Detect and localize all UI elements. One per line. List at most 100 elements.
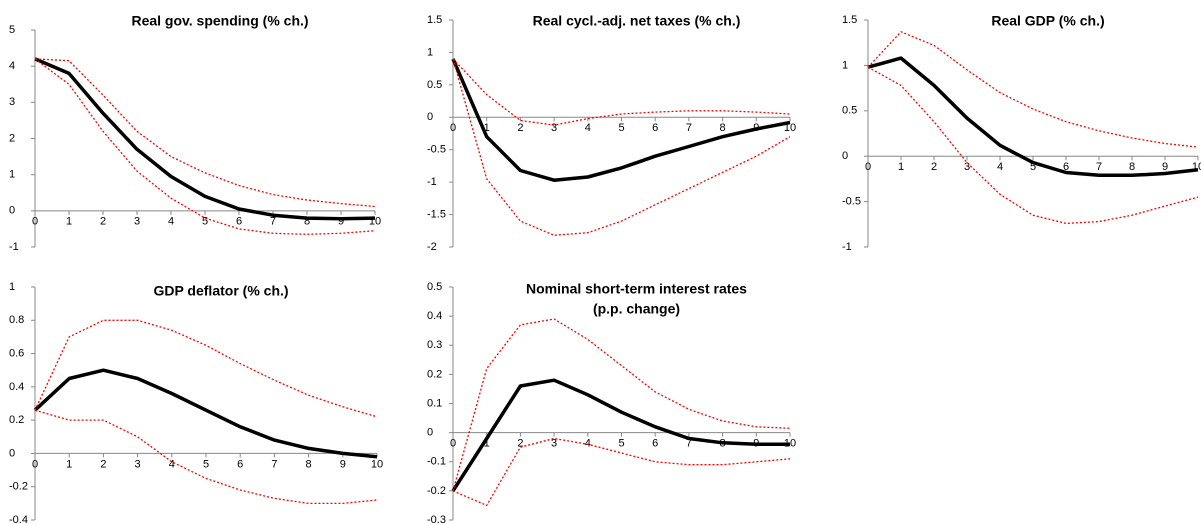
series-line [452, 58, 791, 236]
x-tick-label: 4 [585, 122, 591, 134]
x-tick-label: 9 [1162, 161, 1168, 173]
x-tick-label: 5 [618, 438, 624, 450]
x-tick-label: 0 [450, 438, 456, 450]
chart-title: Nominal short-term interest rates [526, 281, 747, 297]
x-tick-label: 5 [618, 122, 624, 134]
x-tick-label: 2 [517, 438, 523, 450]
y-tick-label: -0.2 [9, 481, 28, 493]
x-tick-label: 7 [686, 122, 692, 134]
y-tick-label: 0.3 [427, 339, 442, 351]
x-tick-label: 10 [784, 122, 796, 134]
y-tick-label: -2 [427, 241, 437, 253]
x-tick-label: 10 [371, 458, 383, 470]
series-line [867, 31, 1199, 148]
x-tick-label: 2 [517, 122, 523, 134]
x-tick-label: 0 [32, 216, 38, 228]
chart-subtitle: (p.p. change) [593, 301, 680, 317]
series-line [451, 378, 790, 492]
y-tick-label: 5 [9, 24, 15, 36]
x-tick-label: 1 [66, 458, 72, 470]
x-tick-label: 4 [585, 438, 591, 450]
chart-title: Real gov. spending (% ch.) [131, 13, 308, 29]
x-tick-label: 4 [168, 216, 174, 228]
y-tick-label: -0.1 [427, 456, 446, 468]
y-tick-label: -0.3 [427, 514, 446, 524]
series-line [452, 318, 791, 492]
y-tick-label: 0 [427, 427, 433, 439]
series-line [451, 58, 791, 182]
x-tick-label: 7 [271, 458, 277, 470]
y-tick-label: -0.4 [9, 514, 28, 524]
x-tick-label: 8 [1129, 161, 1135, 173]
x-tick-label: 6 [236, 216, 242, 228]
series-line [33, 368, 378, 459]
y-tick-label: 1 [9, 169, 15, 181]
series-line [34, 409, 378, 505]
series-line [34, 319, 378, 418]
x-tick-label: 2 [931, 161, 937, 173]
y-tick-label: 0 [842, 150, 848, 162]
series-line [34, 57, 376, 221]
series-line [34, 58, 376, 235]
y-tick-label: -0.5 [427, 144, 446, 156]
x-tick-label: 1 [484, 438, 490, 450]
x-tick-label: 2 [100, 216, 106, 228]
x-tick-label: 6 [652, 122, 658, 134]
y-tick-label: 0 [427, 111, 433, 123]
series-line [452, 58, 791, 126]
chart-title: Real cycl.-adj. net taxes (% ch.) [533, 13, 741, 29]
x-tick-label: 8 [306, 458, 312, 470]
y-tick-label: 3 [9, 96, 15, 108]
x-tick-label: 7 [686, 438, 692, 450]
y-tick-label: -1.5 [427, 208, 446, 220]
y-tick-label: 1.5 [427, 14, 442, 26]
series-line [34, 58, 376, 208]
x-tick-label: 3 [551, 438, 557, 450]
x-tick-label: 0 [450, 122, 456, 134]
x-tick-label: 1 [898, 161, 904, 173]
y-tick-label: 0.8 [9, 314, 24, 326]
x-tick-label: 2 [100, 458, 106, 470]
x-tick-label: 5 [202, 216, 208, 228]
x-tick-label: 5 [203, 458, 209, 470]
x-tick-label: 3 [134, 216, 140, 228]
x-tick-label: 6 [1063, 161, 1069, 173]
y-tick-label: -0.2 [427, 485, 446, 497]
x-tick-label: 1 [484, 122, 490, 134]
y-tick-label: 0.2 [9, 414, 24, 426]
y-tick-label: -1 [842, 241, 852, 253]
series-line [867, 56, 1199, 178]
y-tick-label: -1 [9, 241, 19, 253]
x-tick-label: 3 [135, 458, 141, 470]
y-tick-label: 0.5 [427, 79, 442, 91]
y-tick-label: 1 [9, 281, 15, 293]
y-tick-label: 0.5 [842, 105, 857, 117]
y-tick-label: 1.5 [842, 14, 857, 26]
y-tick-label: 1 [427, 46, 433, 58]
x-tick-label: 6 [237, 458, 243, 470]
x-tick-label: 4 [997, 161, 1003, 173]
y-tick-label: 0.6 [9, 347, 24, 359]
x-tick-label: 4 [169, 458, 175, 470]
x-tick-label: 3 [964, 161, 970, 173]
y-tick-label: -1 [427, 176, 437, 188]
y-tick-label: 4 [9, 60, 15, 72]
y-tick-label: 0.4 [427, 310, 442, 322]
x-tick-label: 0 [865, 161, 871, 173]
x-tick-label: 9 [340, 458, 346, 470]
y-tick-label: 0.5 [427, 281, 442, 293]
chart-title: GDP deflator (% ch.) [153, 283, 288, 299]
y-tick-label: 2 [9, 132, 15, 144]
y-tick-label: 0 [9, 205, 15, 217]
y-tick-label: 0.1 [427, 397, 442, 409]
x-tick-label: 6 [652, 438, 658, 450]
x-tick-label: 5 [1030, 161, 1036, 173]
x-tick-label: 7 [1096, 161, 1102, 173]
chart-title: Real GDP (% ch.) [991, 13, 1104, 29]
x-tick-label: 3 [551, 122, 557, 134]
x-tick-label: 1 [66, 216, 72, 228]
x-tick-label: 10 [1192, 161, 1201, 173]
y-tick-label: -0.5 [842, 196, 861, 208]
y-tick-label: 0 [9, 447, 15, 459]
